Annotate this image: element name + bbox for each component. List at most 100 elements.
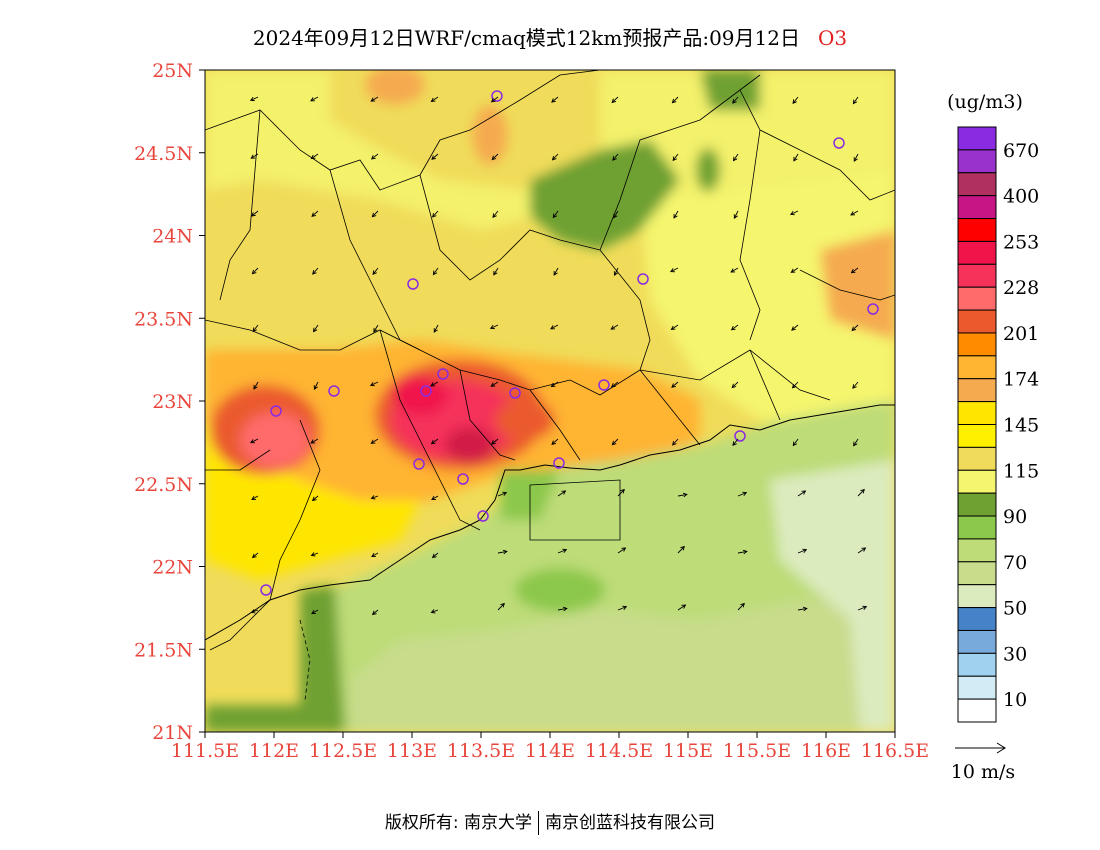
wind-arrow xyxy=(372,609,379,615)
wind-arrow xyxy=(251,495,259,500)
wind-arrow-head xyxy=(732,99,737,104)
wind-arrow xyxy=(431,438,439,445)
wind-arrow-head xyxy=(861,547,867,552)
wind-arrow-head xyxy=(249,96,255,102)
legend-label: 30 xyxy=(1003,643,1027,665)
wind-arrow-head xyxy=(793,156,798,162)
lat-tick-label: 21.5N xyxy=(134,639,193,661)
wind-arrow-head xyxy=(672,156,678,162)
wind-arrow xyxy=(673,210,679,219)
legend-swatch xyxy=(957,401,997,426)
wind-arrow xyxy=(791,324,799,331)
wind-arrow xyxy=(671,381,679,388)
wind-arrow xyxy=(370,96,379,102)
wind-arrow xyxy=(492,210,499,218)
legend-swatch xyxy=(957,652,997,677)
legend-label: 201 xyxy=(1003,323,1039,345)
wind-arrow-head xyxy=(490,97,496,103)
wind-arrow xyxy=(497,603,505,611)
wind-arrow xyxy=(491,153,499,160)
lon-tick-label: 114E xyxy=(525,740,575,762)
legend-label: 670 xyxy=(1003,140,1039,162)
wind-arrow-head xyxy=(310,97,315,102)
wind-arrow-head xyxy=(792,441,798,447)
wind-arrow xyxy=(853,96,859,104)
title-text: 2024年09月12日WRF/cmaq模式12km预报产品:09月12日 xyxy=(252,26,800,50)
wind-arrow-head xyxy=(550,382,556,388)
wind-arrow-head xyxy=(370,439,376,444)
legend-swatch xyxy=(957,218,997,242)
lat-tick-label: 24.5N xyxy=(134,143,193,165)
wind-arrow xyxy=(557,549,567,554)
wind-arrow-head xyxy=(251,553,257,559)
wind-arrow-head xyxy=(742,491,748,497)
wind-arrow-head xyxy=(740,602,745,608)
wind-arrow xyxy=(732,96,739,104)
wind-arrow xyxy=(250,96,259,101)
wind-arrow-head xyxy=(251,269,257,275)
wind-arrow xyxy=(491,96,499,103)
wind-arrow-head xyxy=(791,383,797,389)
lon-tick-label: 114.5E xyxy=(585,740,653,762)
wind-arrow xyxy=(550,324,559,330)
lon-tick-label: 116E xyxy=(801,740,851,762)
wind-arrow-head xyxy=(253,384,258,390)
wind-arrow-head xyxy=(369,381,375,387)
wind-arrow-head xyxy=(313,385,318,390)
wind-arrow-head xyxy=(373,327,378,333)
wind-arrow-head xyxy=(250,154,256,159)
lon-tick-label: 116.5E xyxy=(861,740,929,762)
wind-arrow-head xyxy=(313,327,318,333)
wind-arrow xyxy=(371,153,379,160)
wind-arrow-head xyxy=(613,213,618,219)
wind-arrow-head xyxy=(850,211,856,216)
wind-arrow-head xyxy=(371,552,376,557)
wind-arrow xyxy=(737,492,747,497)
wind-arrow-head xyxy=(731,383,737,389)
concentration-field xyxy=(205,70,895,732)
wind-arrow xyxy=(851,267,859,274)
wind-arrow-head xyxy=(372,270,377,276)
wind-arrow-head xyxy=(311,212,317,217)
wind-arrow xyxy=(677,546,685,554)
wind-arrow-head xyxy=(852,384,857,389)
wind-arrow-head xyxy=(733,214,738,219)
wind-arrow xyxy=(431,96,439,102)
legend-swatch xyxy=(957,629,997,654)
wind-arrow-head xyxy=(251,212,256,217)
wind-arrow-head xyxy=(432,270,438,276)
wind-arrow-head xyxy=(312,270,317,275)
wind-arrow xyxy=(730,267,739,273)
lat-tick-label: 25N xyxy=(152,60,193,82)
legend-swatch xyxy=(957,561,997,586)
wind-arrow-head xyxy=(491,155,497,161)
wind-arrow xyxy=(553,267,559,276)
lon-tick-label: 111.5E xyxy=(171,740,239,762)
wind-arrow-head xyxy=(671,383,676,388)
wind-arrow-head xyxy=(802,606,808,612)
legend-label: 70 xyxy=(1003,552,1027,574)
wind-arrow-head xyxy=(801,490,807,495)
wind-arrow xyxy=(557,607,567,611)
wind-arrow-head xyxy=(732,441,737,446)
wind-arrow-head xyxy=(553,270,558,276)
wind-arrow xyxy=(611,96,619,103)
wind-arrow xyxy=(431,495,439,500)
wind-arrow xyxy=(850,210,859,216)
wind-arrow-head xyxy=(620,488,625,494)
wind-arrow-head xyxy=(432,212,437,218)
wind-arrow-head xyxy=(730,325,736,331)
wind-arrow-head xyxy=(791,326,796,331)
wind-arrow xyxy=(853,438,859,446)
legend-label: 50 xyxy=(1003,598,1027,620)
wind-arrow-head xyxy=(680,545,685,551)
wind-vector-field xyxy=(249,96,868,616)
wind-arrow-head xyxy=(670,268,675,273)
legend-swatch xyxy=(957,195,997,220)
wind-arrow xyxy=(614,267,619,276)
wind-arrow-head xyxy=(673,213,678,219)
wind-arrow-head xyxy=(742,549,748,555)
wind-arrow-head xyxy=(681,604,687,609)
wind-arrow xyxy=(613,210,619,218)
lat-tick-label: 24N xyxy=(152,226,193,248)
